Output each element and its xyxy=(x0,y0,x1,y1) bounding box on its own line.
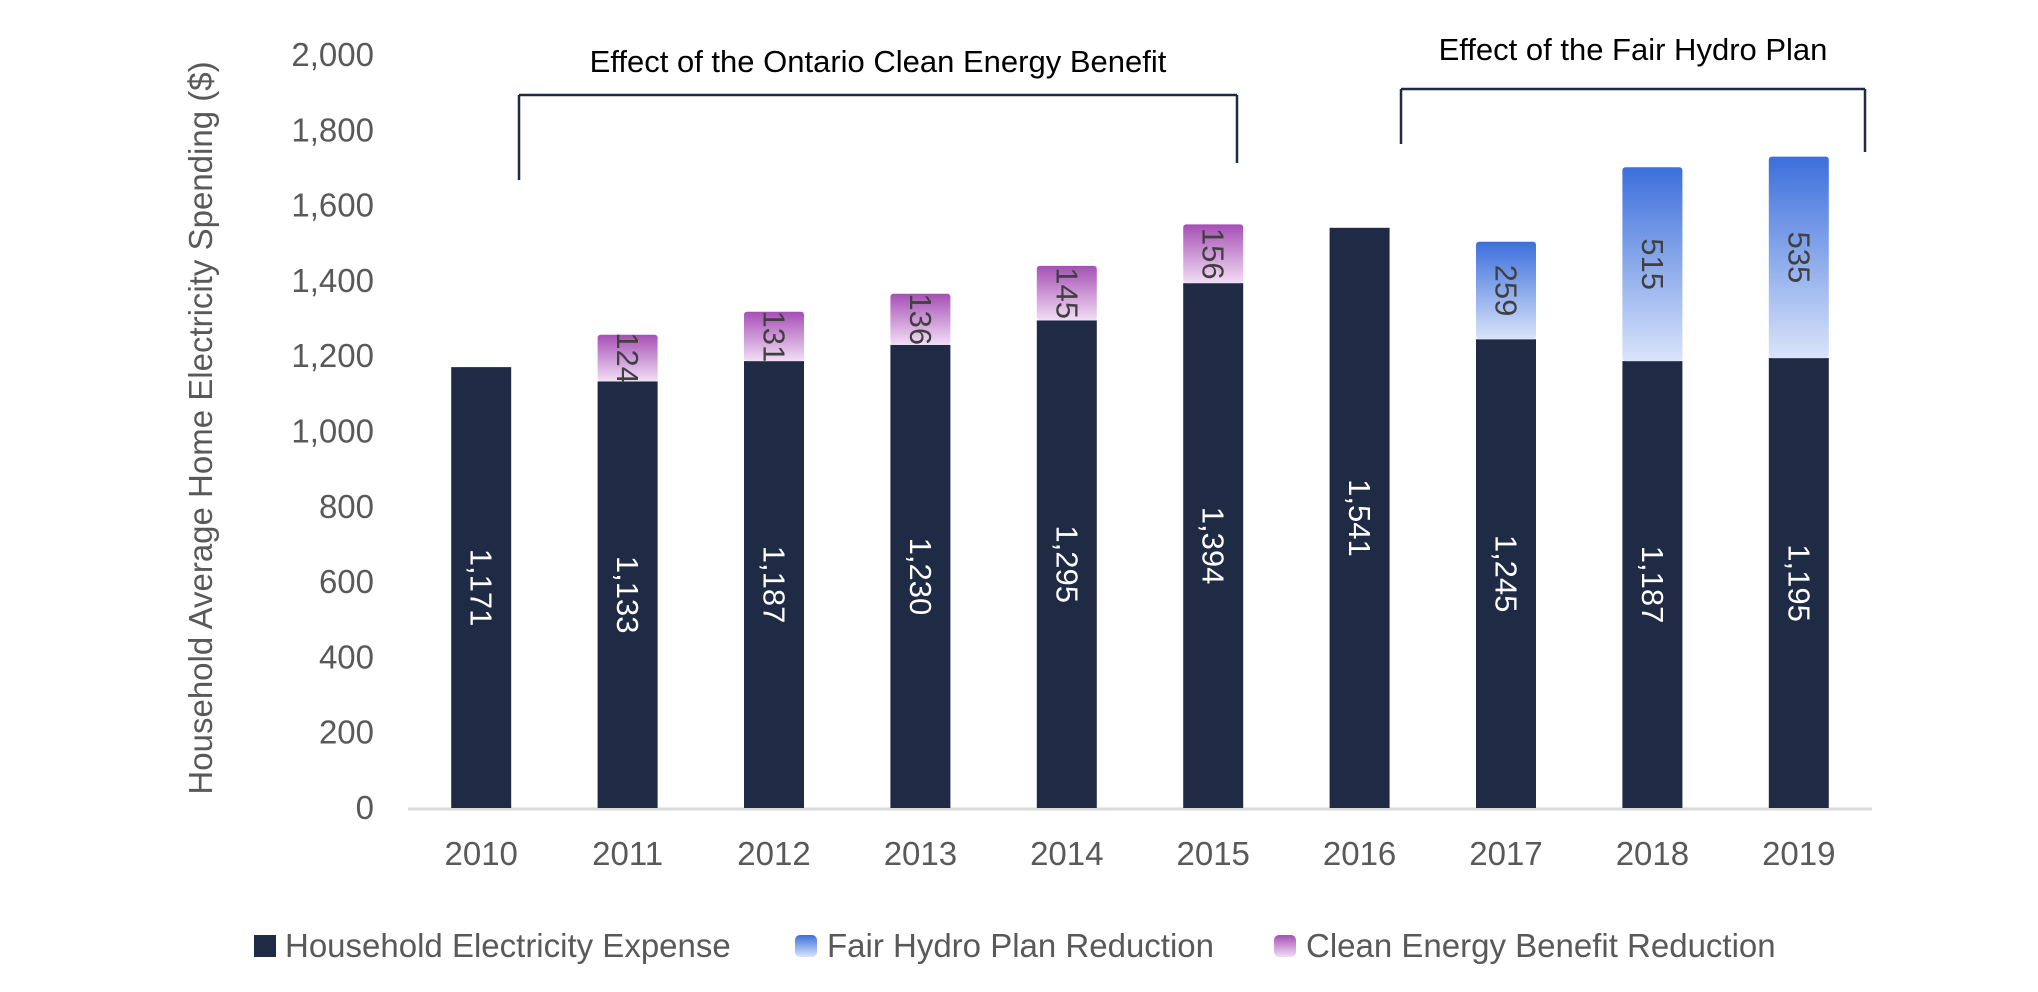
bar-household-expense xyxy=(1329,227,1390,809)
bar-fair-hydro-reduction xyxy=(1622,167,1683,362)
data-label-clean-energy-reduction: 145 xyxy=(1049,267,1084,319)
data-label-household-expense: 1,230 xyxy=(903,538,938,616)
y-tick-label: 200 xyxy=(319,714,374,751)
x-tick-label: 2016 xyxy=(1323,835,1396,872)
data-label-household-expense: 1,541 xyxy=(1342,479,1377,557)
legend-swatch xyxy=(795,935,817,957)
x-tick-label: 2017 xyxy=(1469,835,1542,872)
legend-label: Clean Energy Benefit Reduction xyxy=(1306,927,1776,964)
data-label-clean-energy-reduction: 131 xyxy=(757,311,792,363)
y-tick-label: 0 xyxy=(356,789,374,826)
bar-household-expense xyxy=(744,361,804,808)
x-tick-label: 2019 xyxy=(1762,835,1835,872)
x-tick-label: 2011 xyxy=(592,835,663,872)
data-label-household-expense: 1,295 xyxy=(1049,525,1084,603)
annotations-group: Effect of the Ontario Clean Energy Benef… xyxy=(517,32,1867,180)
y-axis-title: Household Average Home Electricity Spend… xyxy=(182,61,219,794)
bar-clean-energy-reduction xyxy=(597,334,658,382)
y-tick-label: 1,600 xyxy=(291,187,374,224)
data-label-household-expense: 1,133 xyxy=(610,556,645,634)
x-tick-label: 2010 xyxy=(444,835,517,872)
y-axis-ticks: 0 200 400 600 800 1,000 1,200 1,400 1,600 1,800 2,… xyxy=(291,36,374,826)
x-tick-label: 2012 xyxy=(737,835,810,872)
legend-swatch xyxy=(254,935,276,957)
data-label-household-expense: 1,394 xyxy=(1196,507,1231,585)
y-tick-label: 1,000 xyxy=(291,413,374,450)
y-tick-label: 400 xyxy=(319,638,374,675)
x-axis-ticks: 2010 2011 2012 2013 2014 2015 2016 2017 2018 2019 xyxy=(444,835,1835,872)
x-tick-label: 2014 xyxy=(1030,835,1103,872)
annotation-label: Effect of the Ontario Clean Energy Benef… xyxy=(590,44,1167,79)
y-tick-label: 1,400 xyxy=(291,262,374,299)
x-tick-label: 2013 xyxy=(884,835,957,872)
data-label-fair-hydro-reduction: 515 xyxy=(1635,238,1670,290)
y-tick-label: 1,200 xyxy=(291,337,374,374)
x-tick-label: 2015 xyxy=(1176,835,1249,872)
bar-household-expense xyxy=(451,367,512,808)
data-label-household-expense: 1,195 xyxy=(1781,544,1816,622)
bars-group: 1,171 1,133 124 1,187 131 1,230 136 1,295 145 1,3… xyxy=(451,156,1829,809)
data-label-fair-hydro-reduction: 259 xyxy=(1489,265,1524,317)
y-tick-label: 1,800 xyxy=(291,111,374,148)
data-label-household-expense: 1,245 xyxy=(1489,535,1524,613)
legend-item-household-expense: Household Electricity Expense xyxy=(254,927,731,964)
annotation-label: Effect of the Fair Hydro Plan xyxy=(1439,32,1828,67)
legend-label: Fair Hydro Plan Reduction xyxy=(827,927,1214,964)
x-tick-label: 2018 xyxy=(1616,835,1689,872)
bar-clean-energy-reduction xyxy=(1183,224,1244,284)
bar-clean-energy-reduction xyxy=(1036,265,1097,321)
data-label-household-expense: 1,187 xyxy=(757,546,792,624)
annotation-bracket: Effect of the Fair Hydro Plan xyxy=(1399,32,1867,152)
legend: Household Electricity Expense Fair Hydro … xyxy=(254,927,1776,964)
bar-fair-hydro-reduction xyxy=(1476,241,1536,340)
bar-household-expense xyxy=(1183,283,1244,808)
bar-household-expense xyxy=(1622,361,1683,808)
y-tick-label: 600 xyxy=(319,563,374,600)
data-label-clean-energy-reduction: 124 xyxy=(610,332,645,384)
legend-label: Household Electricity Expense xyxy=(285,927,731,964)
bar-household-expense xyxy=(1768,358,1829,808)
legend-item-fair-hydro-reduction: Fair Hydro Plan Reduction xyxy=(795,927,1214,964)
data-label-household-expense: 1,171 xyxy=(464,549,499,627)
bar-clean-energy-reduction xyxy=(744,311,804,362)
bar-household-expense xyxy=(890,344,951,808)
data-label-household-expense: 1,187 xyxy=(1635,546,1670,624)
y-tick-label: 800 xyxy=(319,488,374,525)
bar-fair-hydro-reduction xyxy=(1768,156,1829,359)
annotation-bracket: Effect of the Ontario Clean Energy Benef… xyxy=(517,44,1239,180)
data-label-fair-hydro-reduction: 535 xyxy=(1781,232,1816,284)
legend-item-clean-energy-reduction: Clean Energy Benefit Reduction xyxy=(1274,927,1776,964)
data-label-clean-energy-reduction: 156 xyxy=(1196,228,1231,280)
bar-clean-energy-reduction xyxy=(890,293,951,345)
y-tick-label: 2,000 xyxy=(291,36,374,73)
bar-household-expense xyxy=(1036,320,1097,808)
bar-household-expense xyxy=(597,381,658,808)
bar-household-expense xyxy=(1476,339,1536,808)
legend-swatch xyxy=(1274,935,1296,957)
data-label-clean-energy-reduction: 136 xyxy=(903,293,938,345)
